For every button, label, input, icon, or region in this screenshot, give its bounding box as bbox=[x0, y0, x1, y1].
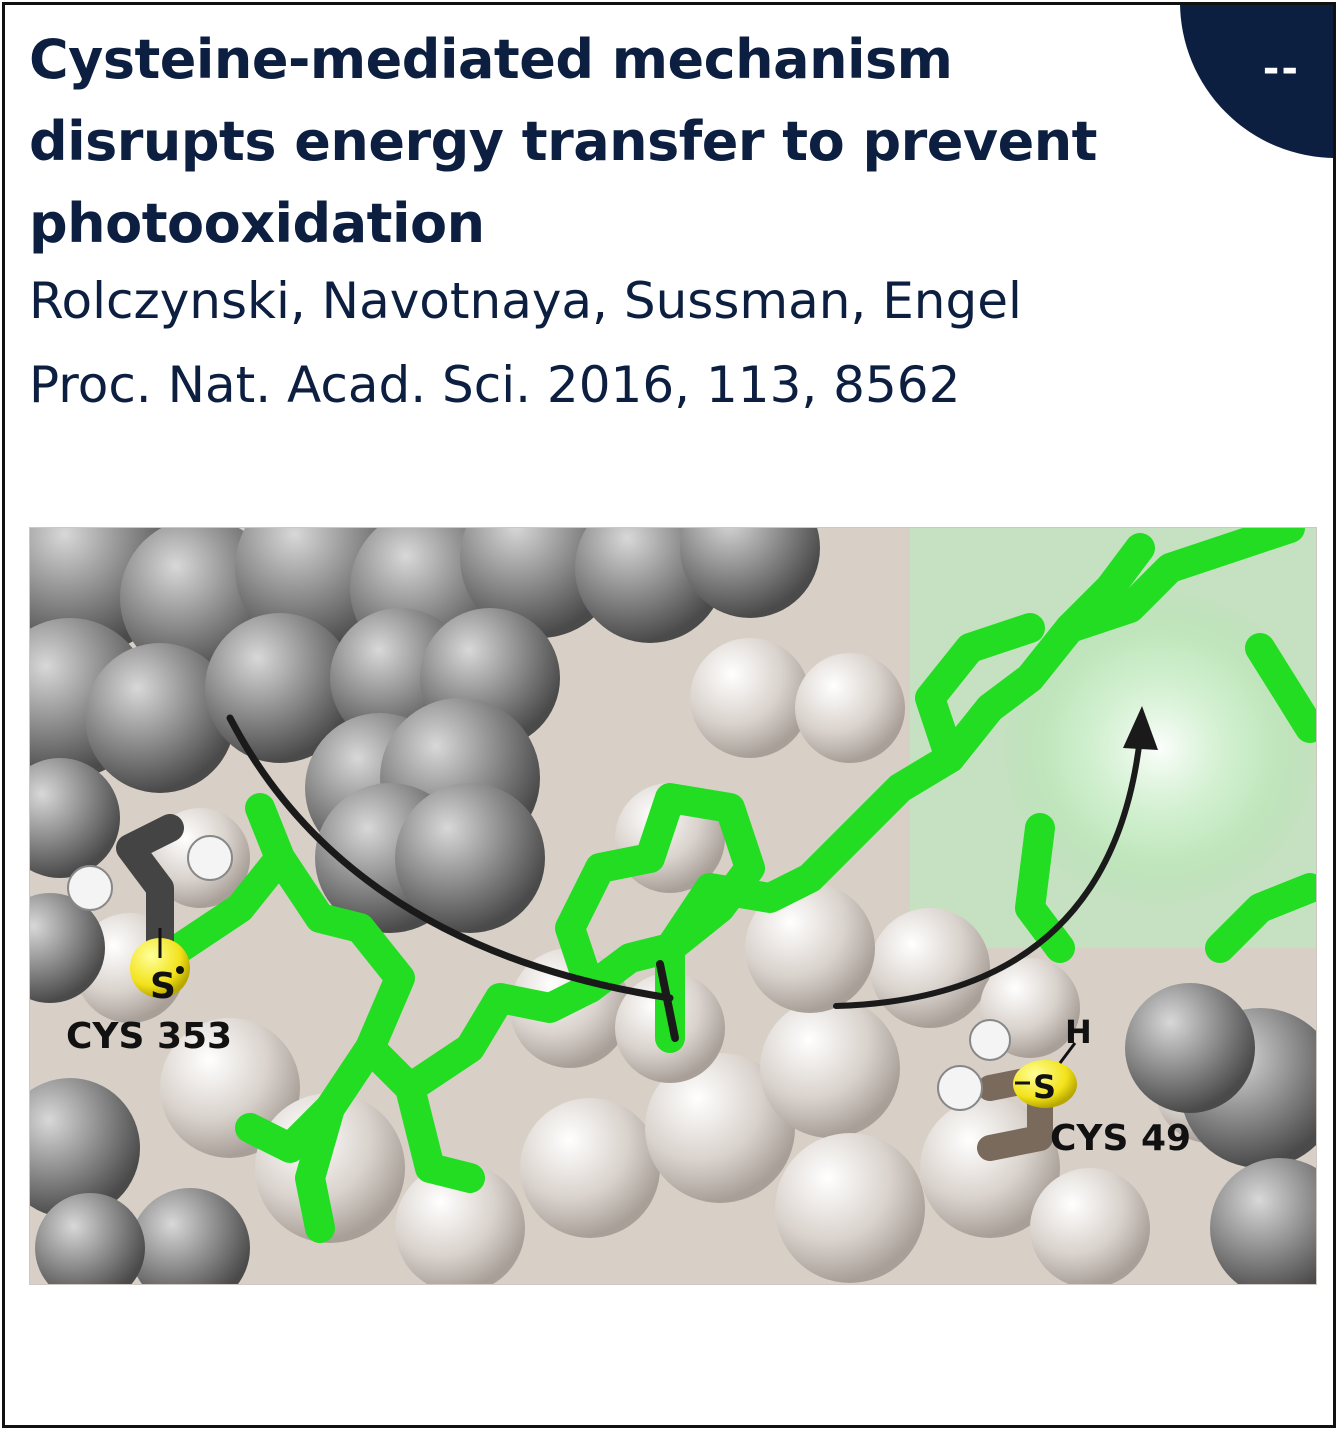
transfer-arrow bbox=[833, 735, 1143, 1009]
cys49-sidechain: H S bbox=[937, 1013, 1092, 1161]
bilin-pigment bbox=[165, 528, 1316, 1243]
inhibition-bar bbox=[656, 960, 679, 1042]
blocked-transfer-arc bbox=[226, 714, 674, 1002]
cys353-sidechain: S bbox=[67, 814, 233, 1007]
article-citation: Proc. Nat. Acad. Sci. 2016, 113, 8562 bbox=[29, 356, 961, 414]
cys49-label: CYS 49 bbox=[1050, 1118, 1191, 1159]
corner-badge: -- bbox=[1180, 5, 1333, 158]
transfer-arrowhead bbox=[1123, 706, 1158, 750]
molecular-figure: S H S CYS 353 CYS 49 bbox=[29, 527, 1317, 1285]
sulfur-label-right: S bbox=[1033, 1068, 1056, 1106]
cys353-label: CYS 353 bbox=[66, 1016, 232, 1057]
protein-surface-dark bbox=[30, 528, 1316, 1284]
sulfur-label-left: S bbox=[150, 966, 176, 1007]
article-authors: Rolczynski, Navotnaya, Sussman, Engel bbox=[29, 272, 1022, 330]
article-title: Cysteine-mediated mechanism disrupts ene… bbox=[29, 28, 1097, 255]
hydrogen-label-right: H bbox=[1065, 1013, 1092, 1051]
molecular-render: S H S CYS 353 CYS 49 bbox=[30, 528, 1316, 1284]
badge-text: -- bbox=[1262, 46, 1300, 92]
